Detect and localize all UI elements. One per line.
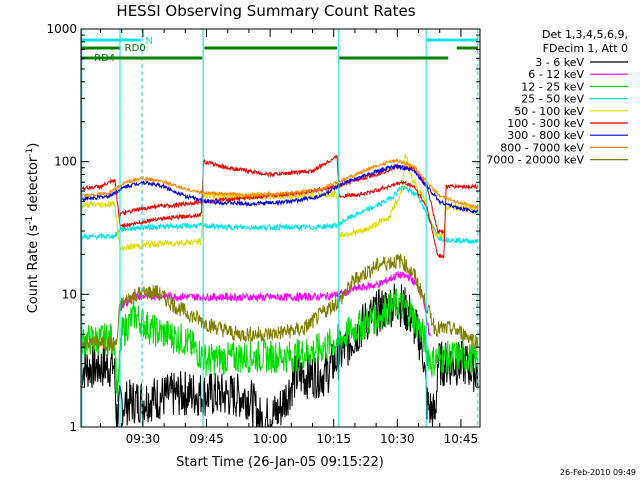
legend-entry-label: 300 - 800 keV (507, 129, 584, 142)
series-red1-line (81, 154, 479, 259)
x-tick-label: 10:15 (316, 432, 351, 446)
legend-entry-label: 3 - 6 keV (535, 56, 584, 69)
series-olive-line (81, 253, 479, 352)
x-tick-label: 10:45 (444, 432, 479, 446)
x-tick-label: 10:00 (253, 432, 288, 446)
y-axis-label-sup1: -1 (25, 216, 35, 225)
legend-header-line: FDecim 1, Att 0 (543, 42, 628, 55)
legend: Det 1,3,4,5,6,9,FDecim 1, Att 03 - 6 keV… (486, 28, 628, 167)
legend-header-line: Det 1,3,4,5,6,9, (542, 28, 628, 41)
legend-entry-label: 800 - 7000 keV (500, 141, 584, 154)
chart-title: HESSI Observing Summary Count Rates (116, 2, 415, 20)
legend-entry-label: 7000 - 20000 keV (486, 154, 584, 167)
series-cyan-line (81, 185, 479, 245)
legend-entry-label: 25 - 50 keV (521, 93, 584, 106)
legend-entry-label: 100 - 300 keV (507, 117, 584, 130)
x-tick-label: 09:45 (189, 432, 224, 446)
legend-entry-label: 12 - 25 keV (521, 80, 584, 93)
legend-entry-label: 50 - 100 keV (514, 105, 584, 118)
y-tick-label: 100 (54, 155, 77, 169)
y-axis-label-main: Count Rate (s (26, 225, 41, 314)
flag-label-rd0: RD0 (125, 43, 146, 54)
flag-label-rd4: RD4 (94, 53, 115, 64)
y-axis-label: Count Rate (s-1 detector-1) (25, 143, 41, 314)
plot-frame (80, 28, 481, 428)
series-blue-line (81, 162, 479, 215)
x-tick-label: 09:30 (126, 432, 161, 446)
flag-label-n: N (145, 36, 152, 47)
series-green-line (81, 288, 479, 402)
y-tick-label: 10 (62, 287, 77, 301)
y-axis-label-sup2: -1 (25, 148, 35, 157)
y-tick-label: 1 (69, 420, 77, 434)
y-axis-label-end: ) (26, 143, 41, 148)
x-axis-label: Start Time (26-Jan-05 09:15:22) (176, 455, 384, 470)
x-tick-label: 10:30 (380, 432, 415, 446)
series-red2-line (119, 162, 444, 235)
series-yellow-line (81, 153, 479, 252)
series-orange-line (81, 157, 479, 211)
y-axis-label-mid: detector (26, 156, 41, 216)
legend-entry-label: 6 - 12 keV (528, 68, 584, 81)
series-black-line (81, 283, 479, 427)
series-magenta-line (120, 271, 431, 337)
y-tick-label: 1000 (46, 22, 77, 36)
footer-timestamp: 26-Feb-2010 09:49 (560, 468, 636, 477)
